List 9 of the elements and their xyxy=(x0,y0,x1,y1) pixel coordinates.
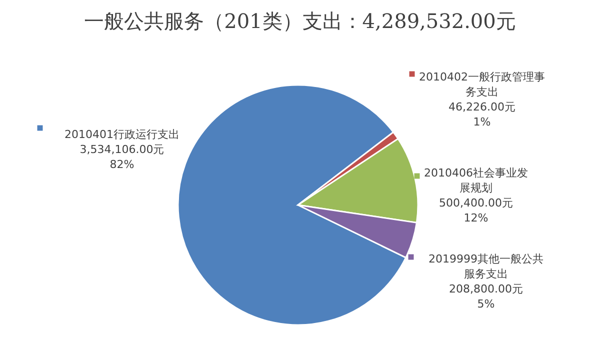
chart-title: 一般公共服务（201类）支出：4,289,532.00元 xyxy=(84,9,516,33)
data-label: 500,400.00元 12% xyxy=(439,196,513,224)
data-label: 46,226.00元 1% xyxy=(448,100,516,128)
data-label: 3,534,106.00元 82% xyxy=(80,143,164,171)
legend-label: 2010406社会事业发展规划 xyxy=(424,166,528,194)
data-label: 208,800.00元 5% xyxy=(449,282,523,310)
legend-label: 2010402一般行政管理事务支出 xyxy=(419,70,545,98)
legend-label: 2010401行政运行支出 xyxy=(64,128,180,141)
legend-label: 2019999其他一般公共服务支出 xyxy=(428,252,544,280)
